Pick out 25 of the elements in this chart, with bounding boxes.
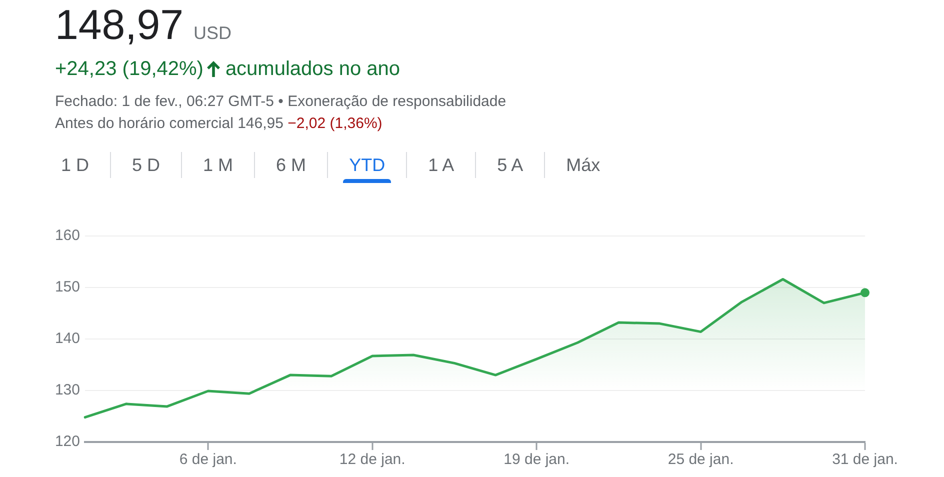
text: Antes do horário comercial 146,95	[55, 115, 284, 132]
text: 1 D	[60, 154, 90, 177]
text: 1 M	[181, 152, 254, 178]
text: USD	[193, 23, 232, 44]
text: 5 A	[475, 152, 544, 178]
x-tick-label: 12 de jan.	[339, 451, 406, 468]
y-tick-label: 150	[54, 278, 80, 296]
text: Máx	[544, 152, 622, 178]
text: +24,23 (19,42%)	[55, 57, 204, 81]
x-tick-label: 19 de jan.	[504, 451, 570, 468]
text: YTD	[327, 152, 406, 178]
x-tick-label: 31 de jan.	[832, 451, 898, 468]
text: 1 A	[406, 152, 476, 178]
x-tick-label: 25 de jan.	[668, 451, 734, 468]
x-tick-label: 6 de jan.	[179, 451, 237, 468]
text: 5 D	[110, 152, 182, 178]
y-tick-label: 140	[54, 330, 80, 348]
y-tick-label: 120	[54, 433, 80, 450]
text: −2,02 (1,36%)	[288, 115, 382, 132]
chart-title: 148,97	[55, 1, 184, 48]
text: Fechado: 1 de fev., 06:27 GMT-5 • Exoneração de responsabilidade	[55, 93, 506, 111]
text: acumulados no ano	[225, 57, 400, 81]
y-tick-label: 130	[54, 382, 80, 399]
text: 6 M	[254, 152, 328, 178]
y-tick-label: 160	[54, 227, 80, 244]
